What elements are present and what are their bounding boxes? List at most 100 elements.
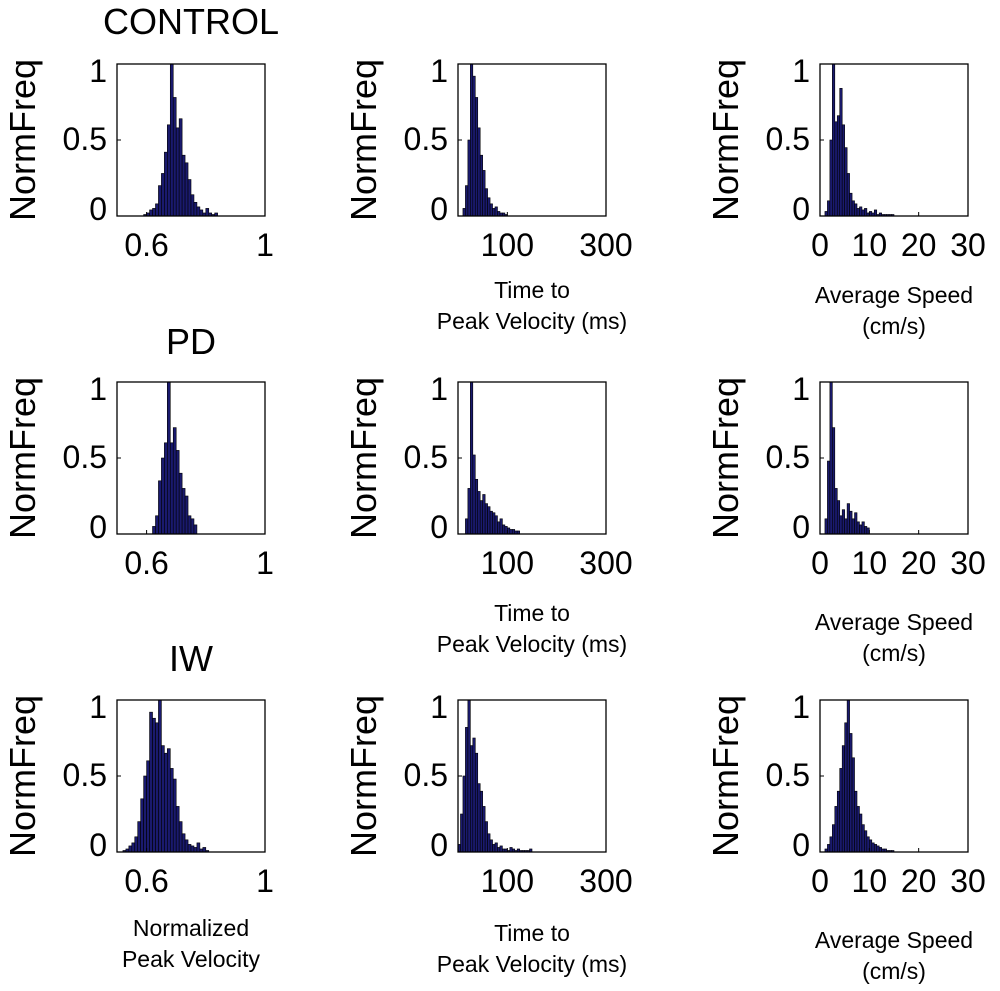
histogram-bar xyxy=(849,510,853,535)
histogram-bar xyxy=(470,63,474,217)
panel-iw-ttpv: 0 0.5 1 100 300 NormFreq Time to Peak Velocity … xyxy=(343,689,633,977)
histogram-bar xyxy=(190,845,195,853)
histogram-bar xyxy=(482,494,486,535)
histogram-bar xyxy=(178,472,183,535)
histogram-bar xyxy=(470,745,474,853)
histogram-bar xyxy=(187,179,192,217)
histogram-bar xyxy=(161,457,165,535)
x-axis-label: Time to Peak Velocity (ms) xyxy=(437,920,627,977)
y-tick-label: 0 xyxy=(89,509,107,545)
histogram-bar xyxy=(175,806,180,853)
histogram-bar xyxy=(187,515,192,535)
x-axis-label: Normalized Peak Velocity xyxy=(122,915,261,972)
panel-control-npv: 0 0.5 1 0.6 1 NormFreq CONTROL xyxy=(2,1,279,263)
histogram-bar xyxy=(467,488,471,535)
row-title: CONTROL xyxy=(103,1,279,42)
y-tick-label: 1 xyxy=(430,689,448,725)
histogram-bar xyxy=(467,139,471,217)
x-tick-label: 30 xyxy=(950,545,986,581)
histogram-bar xyxy=(164,151,168,217)
histogram-bar xyxy=(462,208,466,217)
histogram-bar xyxy=(497,847,501,853)
x-tick-label: 0 xyxy=(811,545,829,581)
histogram-bar xyxy=(472,737,476,853)
histogram-bar xyxy=(484,821,488,853)
histogram-bar xyxy=(844,518,848,535)
histogram-bar xyxy=(873,844,878,853)
histogram-bar xyxy=(158,480,162,535)
histogram-bar xyxy=(846,699,850,853)
histogram-bar xyxy=(509,847,513,853)
histogram-bar xyxy=(846,173,850,217)
y-tick-label: 0.5 xyxy=(766,121,810,157)
panel-pd-npv: 0 0.5 1 0.6 1 NormFreq PD xyxy=(2,321,274,581)
y-tick-label: 0.5 xyxy=(404,121,448,157)
histogram-bar xyxy=(140,798,144,853)
histogram-bar xyxy=(497,211,501,217)
histogram-bar xyxy=(128,845,133,853)
histogram-bar xyxy=(193,847,198,853)
histogram-bar xyxy=(482,170,486,217)
histogram-bar xyxy=(864,830,868,853)
x-axis-label: Average Speed (cm/s) xyxy=(815,927,973,984)
histogram-bar xyxy=(494,842,498,853)
histogram-bar xyxy=(487,833,491,853)
y-tick-label: 0.5 xyxy=(63,757,107,793)
histogram-bar xyxy=(873,209,878,217)
histogram-bar xyxy=(511,529,516,535)
histogram-bar xyxy=(467,699,471,853)
histogram-bar xyxy=(854,790,858,853)
histogram-bar xyxy=(470,381,474,535)
histogram-bar xyxy=(169,63,174,217)
histogram-bar xyxy=(499,845,503,853)
histogram-bar xyxy=(178,118,183,217)
histogram-bar xyxy=(861,521,865,535)
x-tick-label: 0.6 xyxy=(124,545,168,581)
y-axis-label: NormFreq xyxy=(705,695,746,857)
x-tick-label: 20 xyxy=(901,863,937,899)
histogram-bar xyxy=(844,722,848,853)
histogram-bar xyxy=(161,173,165,217)
histogram-bar xyxy=(143,775,147,853)
y-tick-label: 0 xyxy=(430,509,448,545)
x-tick-label: 1 xyxy=(256,227,274,263)
histogram-bar xyxy=(178,821,183,853)
histogram-bar xyxy=(482,806,486,853)
histogram-bar xyxy=(158,699,162,853)
histogram-bar xyxy=(158,185,162,217)
histogram-bar xyxy=(487,197,491,217)
histogram-bar xyxy=(460,813,464,853)
histogram-bar xyxy=(149,209,153,217)
histogram-bar xyxy=(155,515,159,535)
histogram-bar xyxy=(836,790,841,853)
histogram-bar xyxy=(844,147,848,217)
histogram-bar xyxy=(839,768,843,853)
histogram-bar xyxy=(161,745,165,853)
y-tick-label: 0 xyxy=(792,827,810,863)
x-tick-label: 20 xyxy=(901,545,937,581)
histogram-bar xyxy=(851,518,855,535)
histogram-bar xyxy=(856,806,860,853)
histogram-bar xyxy=(829,381,833,535)
histogram-bar xyxy=(854,512,858,535)
y-tick-label: 0.5 xyxy=(404,439,448,475)
histogram-bar xyxy=(489,839,493,853)
histogram-bar xyxy=(834,806,838,853)
y-tick-label: 0 xyxy=(89,191,107,227)
histogram-bar xyxy=(205,208,210,217)
histogram-bar xyxy=(859,206,863,217)
histogram-bar xyxy=(854,203,858,217)
histogram-bar xyxy=(492,512,496,535)
histogram-bar xyxy=(477,783,481,853)
histogram-bar xyxy=(876,845,880,853)
y-tick-label: 0 xyxy=(792,191,810,227)
histogram-bar xyxy=(196,842,201,853)
histogram-bar xyxy=(487,506,491,535)
histogram-bar xyxy=(167,748,171,853)
histogram-bar xyxy=(187,844,192,853)
y-tick-label: 0.5 xyxy=(404,757,448,793)
panel-pd-ttpv: 0 0.5 1 100 300 NormFreq Time to Peak Velocity … xyxy=(343,371,633,657)
